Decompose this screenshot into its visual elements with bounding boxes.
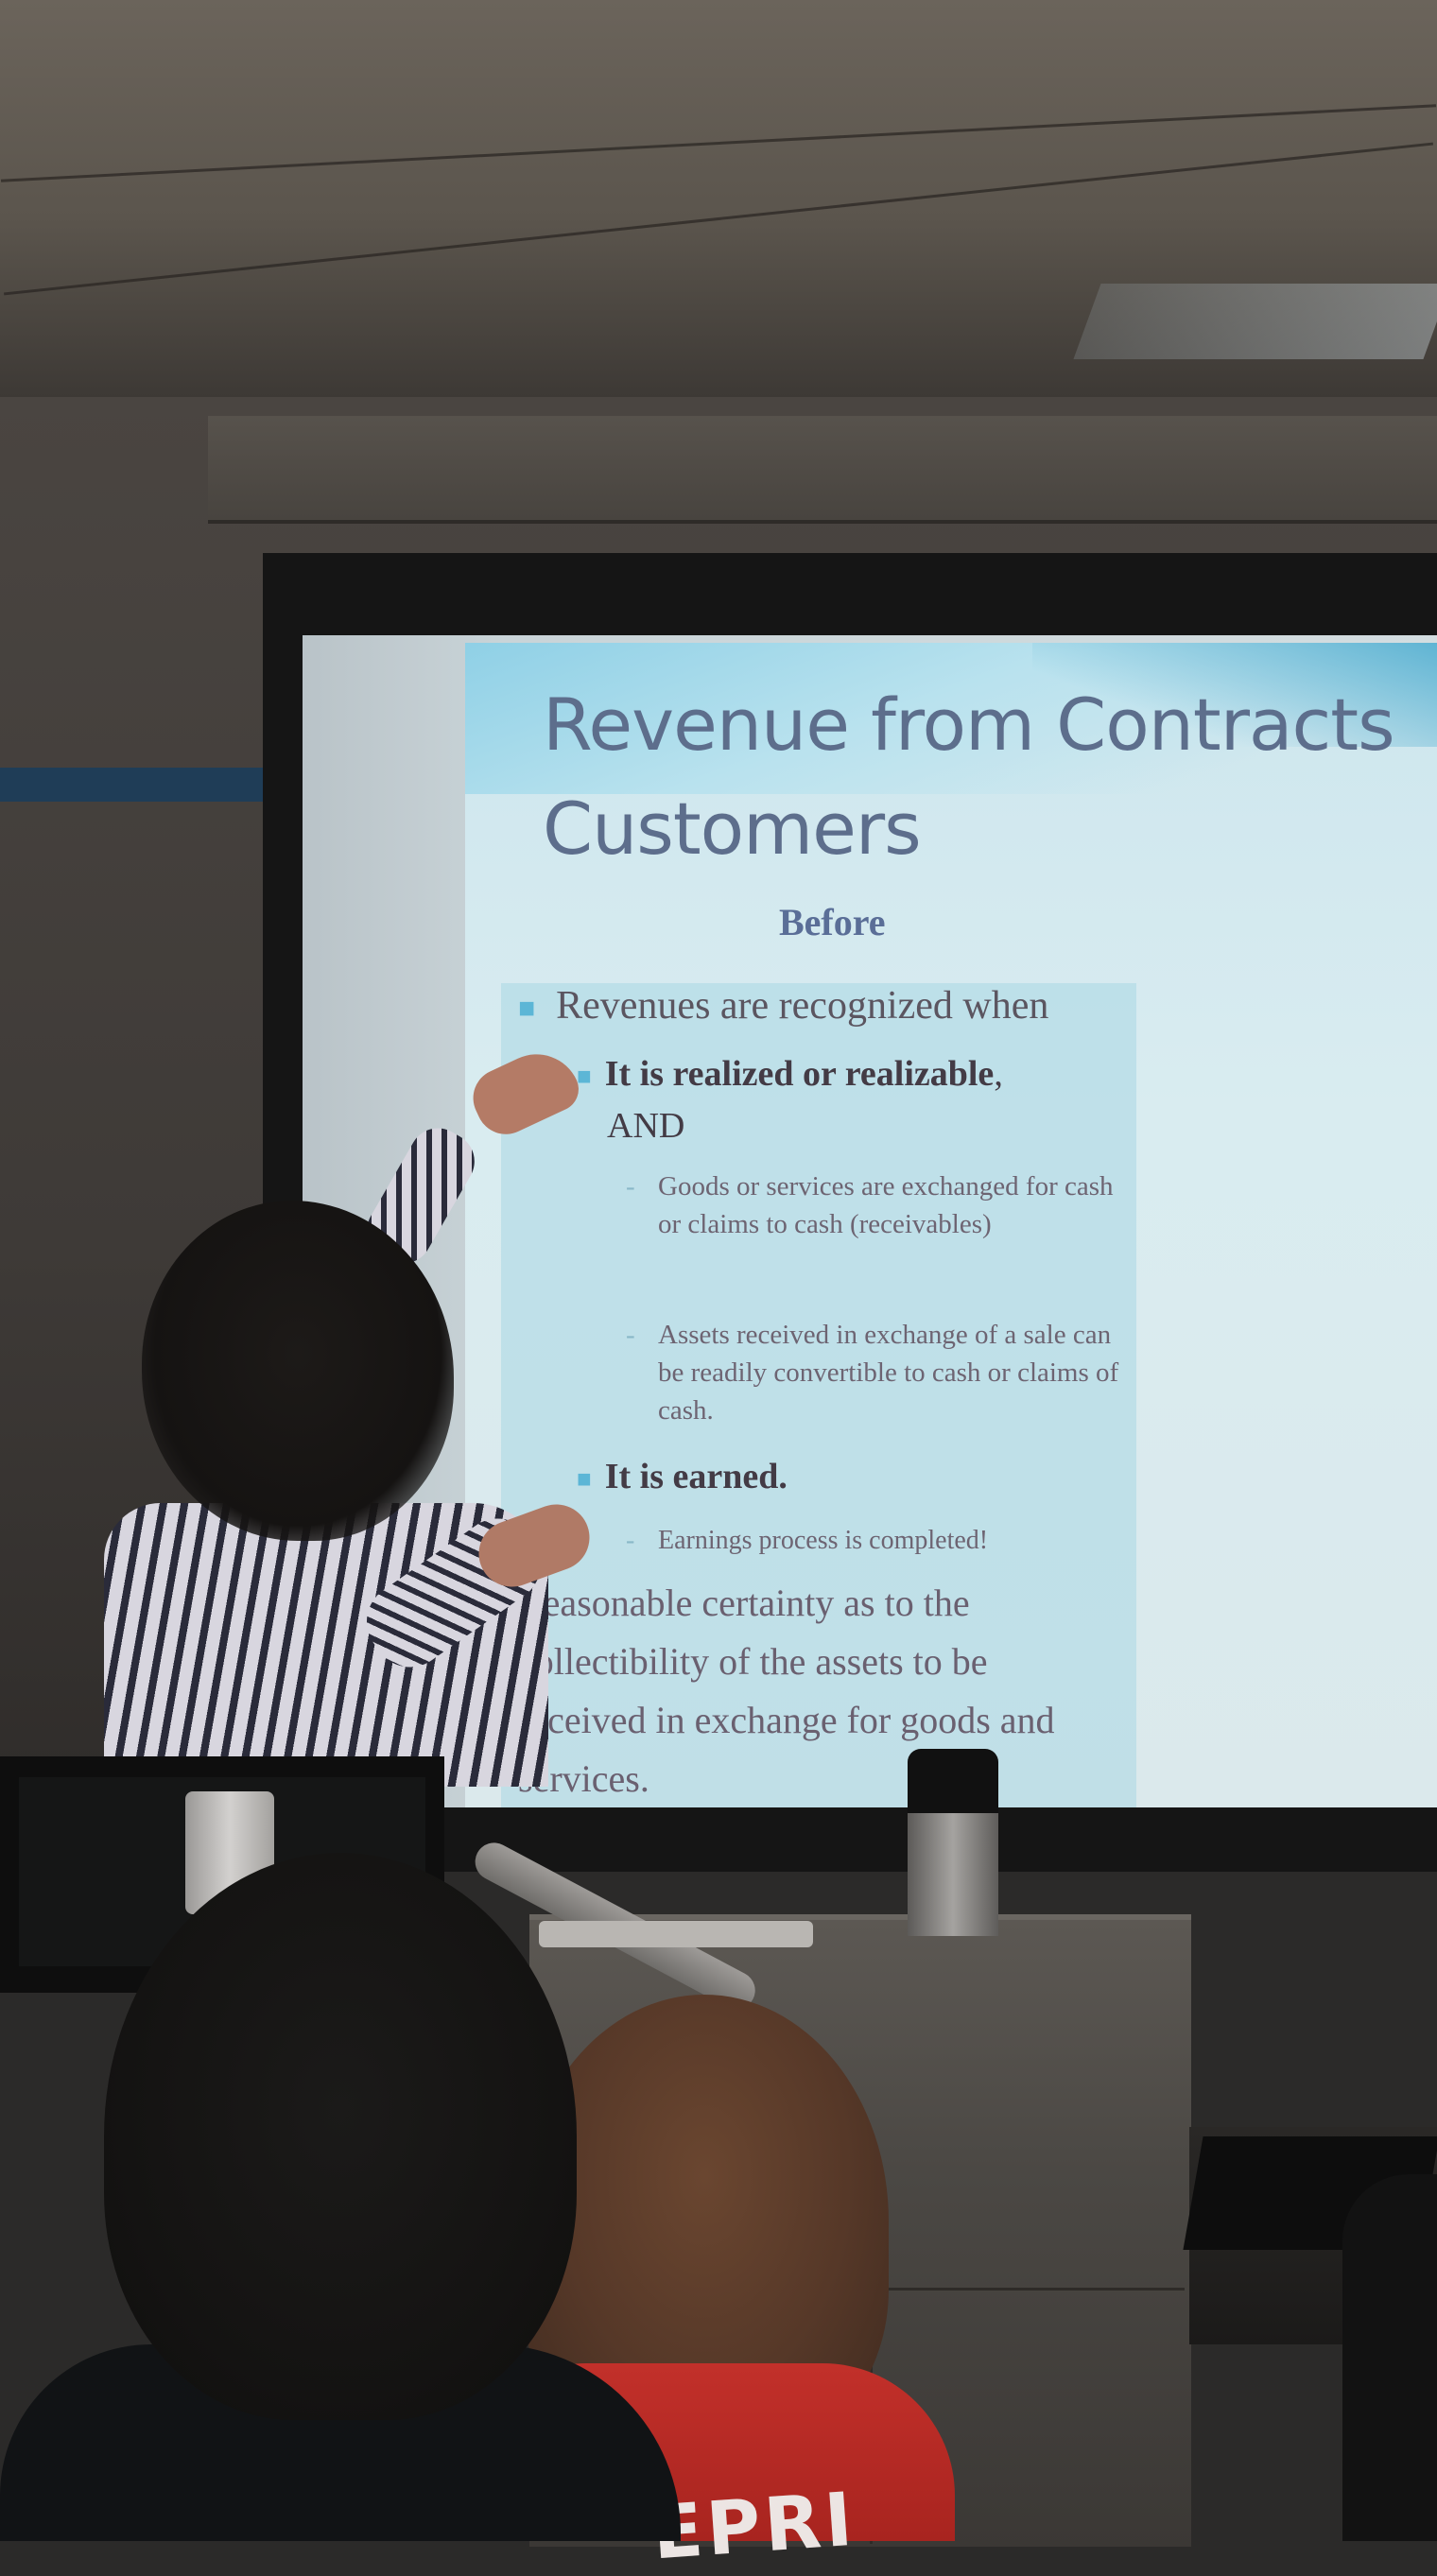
slide-header-accent	[1032, 643, 1437, 747]
sub-bullet-earnings: - Earnings process is completed!	[626, 1522, 1131, 1560]
ceiling-light-panel	[1073, 284, 1437, 359]
shirt-lettering: EPRI	[649, 2477, 859, 2576]
bullet-realized-text: It is realized or realizable	[604, 1054, 995, 1094]
thermos-cap	[908, 1749, 998, 1815]
wall-stripe	[0, 768, 265, 802]
thermos	[908, 1813, 998, 1936]
screen-housing	[208, 416, 1437, 524]
ceiling-tile-seam	[4, 142, 1433, 296]
bullet-earned: ■ It is earned.	[577, 1456, 788, 1497]
slide-title-line-1: Revenue from Contracts	[543, 683, 1395, 767]
sub-bullet-goods: - Goods or services are exchanged for cas…	[626, 1167, 1131, 1243]
slide-subtitle: Before	[779, 901, 886, 943]
slide-content-box	[501, 983, 1136, 1807]
slide-title-line-2: Customers	[543, 787, 922, 871]
bullet-square-icon: ■	[577, 1063, 592, 1091]
sub-bullet-assets: - Assets received in exchange of a sale c…	[626, 1316, 1131, 1429]
bullet-earned-text: It is earned.	[604, 1457, 788, 1496]
slide-title: Revenue from Contracts Customers	[543, 673, 1395, 881]
sub-bullet-assets-text: Assets received in exchange of a sale ca…	[658, 1320, 1119, 1426]
bullet-intro: ■ Revenues are recognized when	[518, 983, 1048, 1029]
sub-bullet-goods-text: Goods or services are exchanged for cash…	[658, 1171, 1114, 1239]
ceiling	[0, 0, 1437, 397]
ceiling-tile-seam	[0, 104, 1437, 182]
bullet-and-text: AND	[607, 1106, 685, 1147]
bullet-intro-text: Revenues are recognized when	[556, 984, 1049, 1028]
paragraph-reasonable-certainty: Reasonable certainty as to the collectib…	[518, 1582, 1055, 1800]
bullet-realized-tail: ,	[994, 1054, 1003, 1094]
bullet-square-icon: ■	[518, 993, 536, 1025]
student-dark-head	[104, 1853, 577, 2420]
bullet-realized: ■ It is realized or realizable, AND	[577, 1049, 1003, 1150]
dash-icon: -	[626, 1171, 635, 1202]
audience-member-right	[1342, 2174, 1437, 2541]
document-camera-base	[539, 1921, 813, 1947]
presenter-hair	[142, 1201, 454, 1541]
projected-slide: Revenue from Contracts Customers Before …	[465, 643, 1437, 1807]
dash-icon: -	[626, 1526, 635, 1555]
bullet-square-icon: ■	[577, 1465, 592, 1494]
dash-icon: -	[626, 1320, 635, 1350]
sub-bullet-earnings-text: Earnings process is completed!	[658, 1526, 989, 1555]
